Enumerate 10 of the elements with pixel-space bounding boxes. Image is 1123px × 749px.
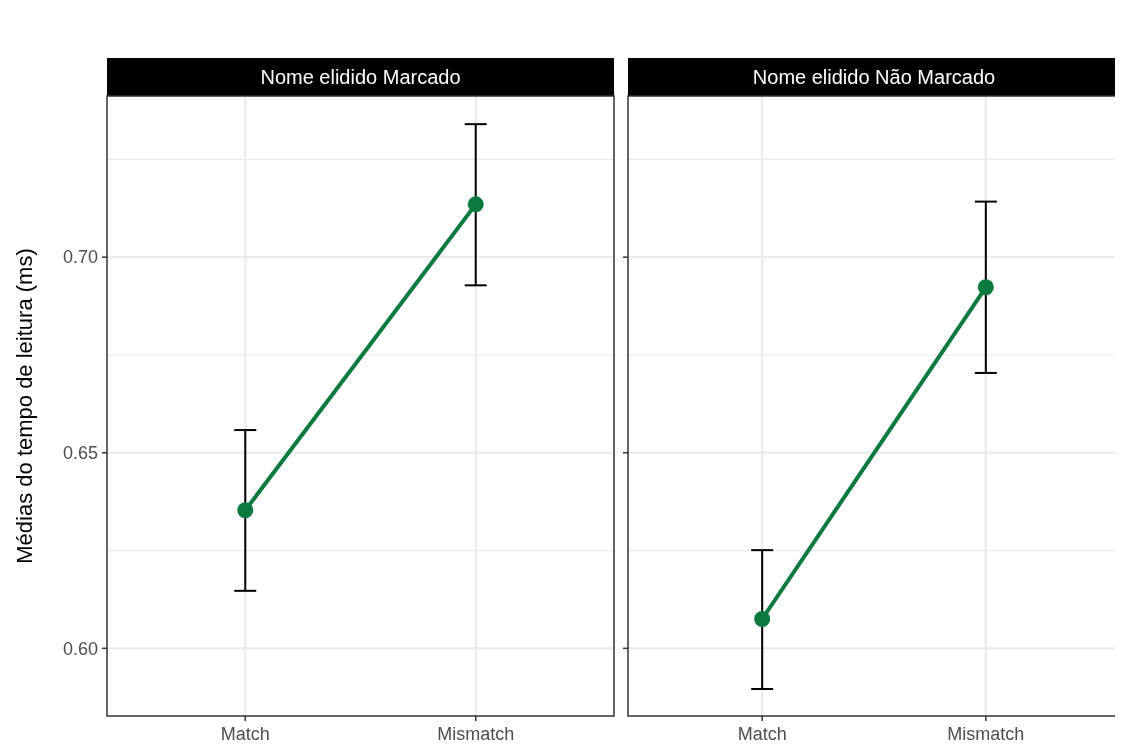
x-tick-label: Match (737, 724, 787, 744)
y-axis-title: Médias do tempo de leitura (ms) (12, 248, 37, 564)
y-tick-label: 0.60 (62, 638, 98, 659)
chart-title: Nome elidido Marcado (260, 66, 461, 88)
y-tick-label: 0.70 (62, 247, 98, 268)
x-tick-label: Mismatch (437, 724, 515, 744)
chart-title: Nome elidido Não Marcado (752, 66, 996, 88)
y-tick-label: 0.65 (62, 443, 98, 464)
x-tick-label: Mismatch (947, 724, 1025, 744)
x-tick-label: Match (220, 724, 270, 744)
